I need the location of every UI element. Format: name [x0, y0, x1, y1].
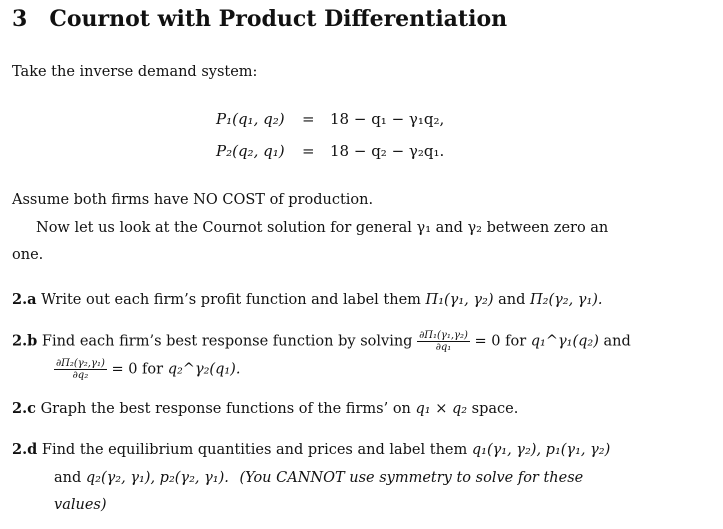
fraction: ∂Π₂(γ₂,γ₁) ∂q₂	[54, 358, 107, 381]
math: q₂^γ₂(q₁).	[167, 361, 241, 378]
item-text: space.	[471, 401, 519, 417]
item-label: 2.c	[12, 400, 36, 417]
math: q₂(γ₂, γ₁), p₂(γ₂, γ₁).	[85, 470, 229, 486]
eq2-lhs: P₂(q₂, q₁)	[216, 142, 285, 160]
item-text: Find each firm’s best response function …	[41, 333, 413, 350]
fraction-denominator: ∂q₂	[72, 370, 89, 381]
math: q₁^γ₁(q₂)	[530, 333, 599, 350]
item-label: 2.b	[12, 332, 38, 350]
eq2-rhs: 18 − q₂ − γ₂q₁.	[330, 142, 445, 160]
item-2c: 2.c Graph the best response functions of…	[12, 399, 518, 419]
item-label: 2.a	[12, 291, 37, 308]
eq1-rhs: 18 − q₁ − γ₁q₂,	[330, 110, 445, 128]
item-text: and	[498, 292, 526, 308]
item-2b: 2.b Find each firm’s best response funct…	[12, 330, 631, 353]
item-2d-line2: and q₂(γ₂, γ₁), p₂(γ₂, γ₁). (You CANNOT …	[54, 468, 583, 488]
item-label: 2.d	[12, 441, 38, 458]
item-text: = 0 for	[111, 361, 164, 378]
math: q₁ × q₂	[415, 401, 468, 417]
note-text: (You CANNOT use symmetry to solve for th…	[239, 470, 584, 486]
intro-text: Take the inverse demand system:	[12, 64, 258, 80]
math: Π₂(γ₂, γ₁).	[529, 292, 603, 308]
item-text: = 0 for	[474, 333, 527, 350]
section-heading: 3 Cournot with Product Differentiation	[12, 6, 507, 32]
fraction-denominator: ∂q₁	[435, 342, 452, 353]
section-number: 3	[12, 6, 28, 32]
item-text: Find the equilibrium quantities and pric…	[41, 442, 468, 458]
now-text-line2: one.	[12, 247, 44, 263]
section-title: Cournot with Product Differentiation	[49, 6, 508, 32]
item-2a: 2.a Write out each firm’s profit functio…	[12, 290, 603, 310]
item-text: and	[54, 470, 82, 486]
fraction-numerator: ∂Π₁(γ₁,γ₂)	[417, 330, 470, 342]
item-text: and	[603, 333, 631, 350]
fraction-numerator: ∂Π₂(γ₂,γ₁)	[54, 358, 107, 370]
item-2b-line2: ∂Π₂(γ₂,γ₁) ∂q₂ = 0 for q₂^γ₂(q₁).	[54, 358, 240, 381]
item-text: Write out each firm’s profit function an…	[41, 292, 421, 308]
now-text-line1: Now let us look at the Cournot solution …	[36, 220, 609, 236]
item-text: Graph the best response functions of the…	[40, 401, 411, 417]
math: Π₁(γ₁, γ₂)	[425, 292, 494, 308]
eq1-lhs: P₁(q₁, q₂)	[216, 110, 285, 128]
eq2-equals: =	[302, 142, 315, 160]
item-2d-line3: values)	[54, 497, 107, 513]
assume-text: Assume both firms have NO COST of produc…	[12, 192, 374, 208]
item-2d: 2.d Find the equilibrium quantities and …	[12, 440, 610, 460]
fraction: ∂Π₁(γ₁,γ₂) ∂q₁	[417, 330, 470, 353]
eq1-equals: =	[302, 110, 315, 128]
math: q₁(γ₁, γ₂), p₁(γ₁, γ₂)	[471, 442, 611, 458]
